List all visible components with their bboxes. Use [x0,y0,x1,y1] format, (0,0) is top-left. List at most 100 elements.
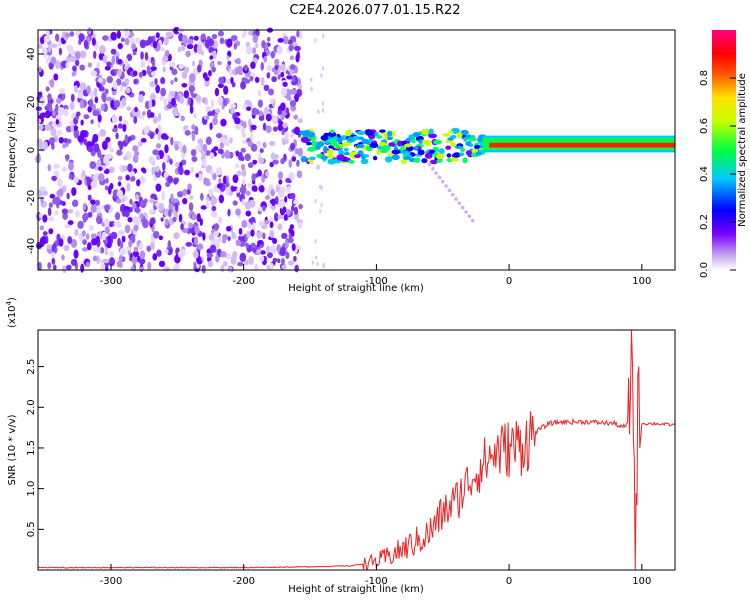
spectrogram-noise-cell [66,208,74,214]
spectrogram-noise-cell [230,76,234,84]
spectrogram-noise-cell [142,168,147,174]
spectrogram-noise-cell [185,241,193,247]
spectrogram-noise-cell [48,228,54,235]
snr-y-ticks: 2.5 2.0 1.5 1.0 0.5 [26,359,44,537]
spectrogram-noise-cell [149,81,156,88]
spectrogram-noise-cell [226,38,233,48]
spectrogram-signal-cell [300,136,310,144]
spectrogram-noise-cell [80,119,84,126]
spectrogram-noise-cell [116,189,124,198]
spectrogram-noise-cell [187,96,191,105]
spectrogram-noise-cell [173,232,180,240]
spectrogram-noise-cell [106,76,114,84]
spectrogram-noise-cell [262,205,266,212]
spectrogram-tail-cell [450,192,455,197]
spectrogram-signal-cell [436,159,443,163]
spectrogram-noise-cell [133,246,139,253]
spectrogram-noise-cell [246,45,253,55]
spectrogram-noise-cell [56,130,63,136]
spectrogram-noise-cell [228,191,233,196]
spectrogram-noise-cell [201,264,206,274]
spectrogram-noise-cell [117,68,122,77]
spectrogram-signal-cell [388,142,397,147]
spectrogram-noise-cell [190,149,197,157]
spectrogram-noise-cell [209,152,215,160]
spectrogram-noise-cell [123,155,128,161]
spectrogram-noise-cell [235,163,240,169]
spectrogram-noise-cell [227,208,231,217]
spectrogram-noise-cell [152,230,160,239]
spectrogram-noise-cell [222,260,228,267]
spectrogram-noise-cell [48,137,56,144]
spectrogram-noise-cell [277,258,281,264]
spectrogram-noise-cell [140,59,146,68]
spectrogram-noise-cell [262,142,267,149]
spectrogram-noise-cell [140,137,147,143]
snr-x-tick-label: -100 [365,576,388,587]
spectrogram-noise-cell [204,150,212,156]
spectrogram-noise-cell [168,201,174,212]
spectrogram-signal-cell [379,129,386,133]
spectrogram-noise-cell [88,225,94,232]
spectrogram-noise-cell [314,239,317,244]
spectrogram-noise-cell [281,264,287,270]
spectrogram-noise-cell [82,238,87,246]
spectrogram-signal-cell [460,147,465,153]
spectrogram-noise-cell [215,254,220,263]
spectrogram-noise-cell [202,143,208,152]
spectrogram-noise-cell [241,132,247,139]
spectrogram-panel: -300 -200 -100 0 100 40 20 0 -20 -40 Height of s… [7,26,676,294]
spectrogram-noise-cell [58,136,64,144]
spectrogram-noise-cell [155,183,162,192]
spectrogram-noise-cell [149,217,156,225]
spectrogram-signal-cell [439,155,444,160]
spectrogram-signal-cell [335,145,342,149]
spectrogram-noise-cell [53,73,59,81]
spectrogram-noise-cell [191,156,198,163]
spectrogram-noise-cell [152,40,158,49]
spectrogram-noise-cell [263,55,268,63]
spectrogram-noise-cell [126,182,131,192]
spectrogram-noise-cell [192,112,198,119]
spectrogram-noise-cell [296,170,303,179]
spectrogram-signal-cell [364,129,374,136]
spectrogram-signal-cell [459,152,465,157]
spectrogram-noise-cell [246,230,251,239]
spectrogram-noise-cell [47,93,52,102]
spectrogram-noise-cell [235,124,242,130]
spectrogram-noise-cell [169,91,176,97]
spectrogram-noise-cell [218,76,224,85]
spectrogram-noise-cell [257,239,264,246]
spectrogram-tail-cell [431,166,435,171]
spectrogram-tail-cell [464,210,468,214]
spectrogram-noise-cell [90,180,98,189]
spectrogram-noise-cell [190,87,194,97]
spectrogram-signal-cell [413,157,421,163]
spectrogram-noise-cell [280,258,285,265]
spectrogram-noise-cell [177,166,182,173]
spectrogram-noise-cell [163,135,169,140]
spectrogram-signal-cell [338,149,344,156]
spectrogram-noise-cell [197,64,202,73]
spectrogram-noise-cell [180,115,185,122]
spectrogram-signal-cell [367,138,374,143]
spectrogram-noise-cell [69,55,76,63]
spectrogram-noise-cell [46,28,50,38]
spectrogram-signal-cell [428,149,436,154]
spectrogram-noise-cell [173,177,179,185]
spectrogram-noise-cell [158,202,165,212]
spectrogram-noise-cell [53,163,60,169]
spectrogram-noise-cell [64,223,70,229]
spectrogram-noise-cell [182,197,188,205]
spectrogram-noise-cell [77,220,84,230]
spectrogram-signal-cell [442,133,451,137]
spectrogram-noise-cell [185,50,191,58]
spectrogram-noise-cell [273,212,279,222]
spectrogram-noise-cell [285,251,290,260]
spectrogram-noise-cell [258,185,265,193]
spectrogram-noise-cell [139,213,144,220]
spectrogram-noise-cell [314,199,317,204]
spectrogram-noise-cell [263,84,270,92]
snr-y-multiplier-exponent: 4 [5,300,13,305]
spectrogram-noise-cell [155,32,160,39]
